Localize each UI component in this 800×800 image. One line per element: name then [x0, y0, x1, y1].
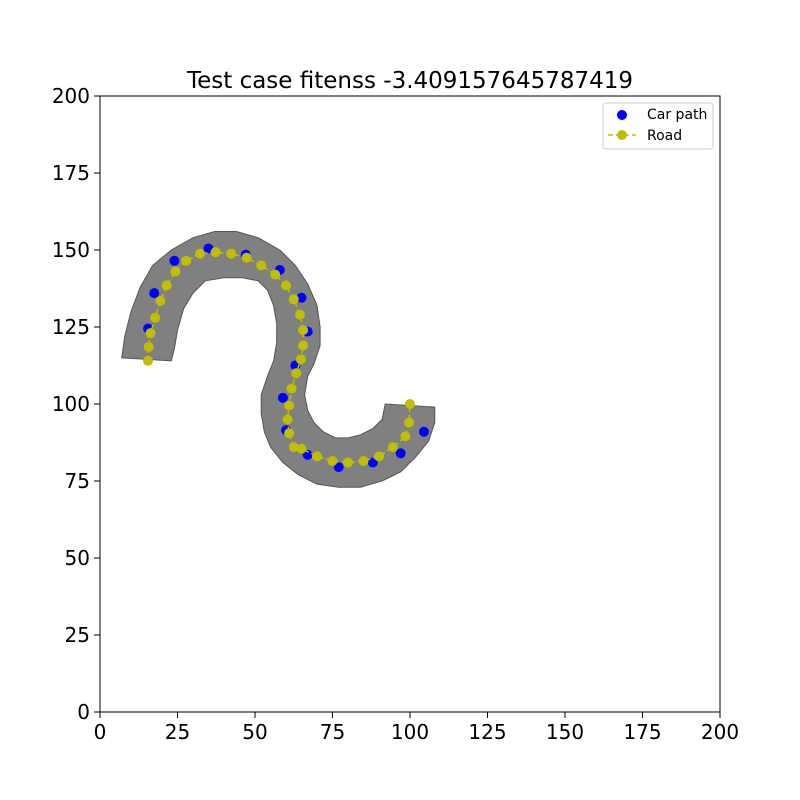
y-tick-label: 125: [52, 315, 90, 339]
road-point: [312, 451, 322, 462]
road-layer: [121, 231, 436, 488]
car-path-point: [395, 448, 406, 459]
road-point: [296, 443, 307, 454]
y-tick-label: 150: [52, 238, 90, 262]
legend: Car path Road: [602, 102, 714, 150]
x-tick-label: 150: [546, 720, 584, 744]
road-point: [298, 325, 309, 336]
y-tick-label: 50: [65, 546, 90, 570]
road-point: [284, 400, 295, 411]
plot-area: [99, 95, 721, 713]
road-point: [226, 248, 237, 259]
y-axis: 0 25 50 75 100 125 150 175 200: [52, 84, 100, 724]
road-point: [241, 252, 252, 263]
x-tick-label: 200: [701, 720, 739, 744]
car-path-point: [277, 392, 288, 403]
x-tick-label: 50: [242, 720, 267, 744]
road-point: [270, 269, 281, 280]
road-point: [145, 328, 156, 339]
road-point: [327, 455, 338, 466]
car-path-point: [367, 457, 378, 468]
car-path-point: [418, 426, 429, 437]
road-point: [256, 260, 267, 271]
road-point: [161, 280, 172, 291]
y-tick-label: 25: [65, 623, 90, 647]
car-path-point: [333, 462, 344, 473]
road-point: [405, 399, 415, 409]
y-tick-label: 200: [52, 84, 90, 108]
x-axis: 0 25 50 75 100 125 150 175 200: [94, 712, 739, 744]
x-tick-label: 0: [94, 720, 107, 744]
road-point: [387, 442, 398, 453]
road-line-layer: [143, 247, 415, 468]
y-tick-label: 0: [77, 700, 90, 724]
road-point: [181, 255, 192, 266]
legend-car-path-label: Car path: [647, 107, 707, 123]
x-tick-label: 100: [391, 720, 429, 744]
road-point: [288, 442, 299, 453]
road-point: [294, 309, 305, 320]
road-point: [143, 342, 154, 353]
road-point: [286, 383, 297, 394]
road-point: [288, 294, 299, 305]
road-area: [121, 231, 436, 488]
road-point: [400, 431, 411, 442]
x-tick-label: 125: [468, 720, 506, 744]
road-point: [295, 354, 306, 365]
road-point: [291, 368, 302, 379]
road-point: [282, 414, 293, 425]
legend-frame: [602, 102, 714, 150]
car-path-point: [149, 288, 160, 299]
road-point: [404, 417, 415, 428]
y-tick-label: 75: [65, 469, 90, 493]
y-tick-label: 100: [52, 392, 90, 416]
road-point: [143, 355, 154, 366]
legend-car-path-marker: [617, 110, 627, 120]
road-point: [195, 248, 206, 259]
road-point: [343, 457, 353, 468]
road-point: [374, 451, 384, 462]
road-point: [210, 247, 221, 258]
chart-title: Test case fitenss -3.409157645787419: [186, 68, 633, 94]
x-tick-label: 25: [165, 720, 190, 744]
road-point: [358, 455, 369, 466]
road-point: [150, 312, 161, 323]
y-tick-label: 175: [52, 161, 90, 185]
car-path-point: [296, 292, 307, 303]
road-point: [281, 280, 291, 291]
road-point: [155, 295, 166, 306]
car-path-point: [169, 255, 180, 266]
legend-road-marker: [617, 130, 627, 140]
car-path-point: [302, 449, 313, 460]
road-point: [284, 428, 295, 439]
x-tick-label: 75: [320, 720, 345, 744]
x-tick-label: 175: [623, 720, 661, 744]
road-point: [170, 266, 181, 277]
legend-road-label: Road: [647, 128, 682, 144]
road-point: [298, 340, 309, 351]
